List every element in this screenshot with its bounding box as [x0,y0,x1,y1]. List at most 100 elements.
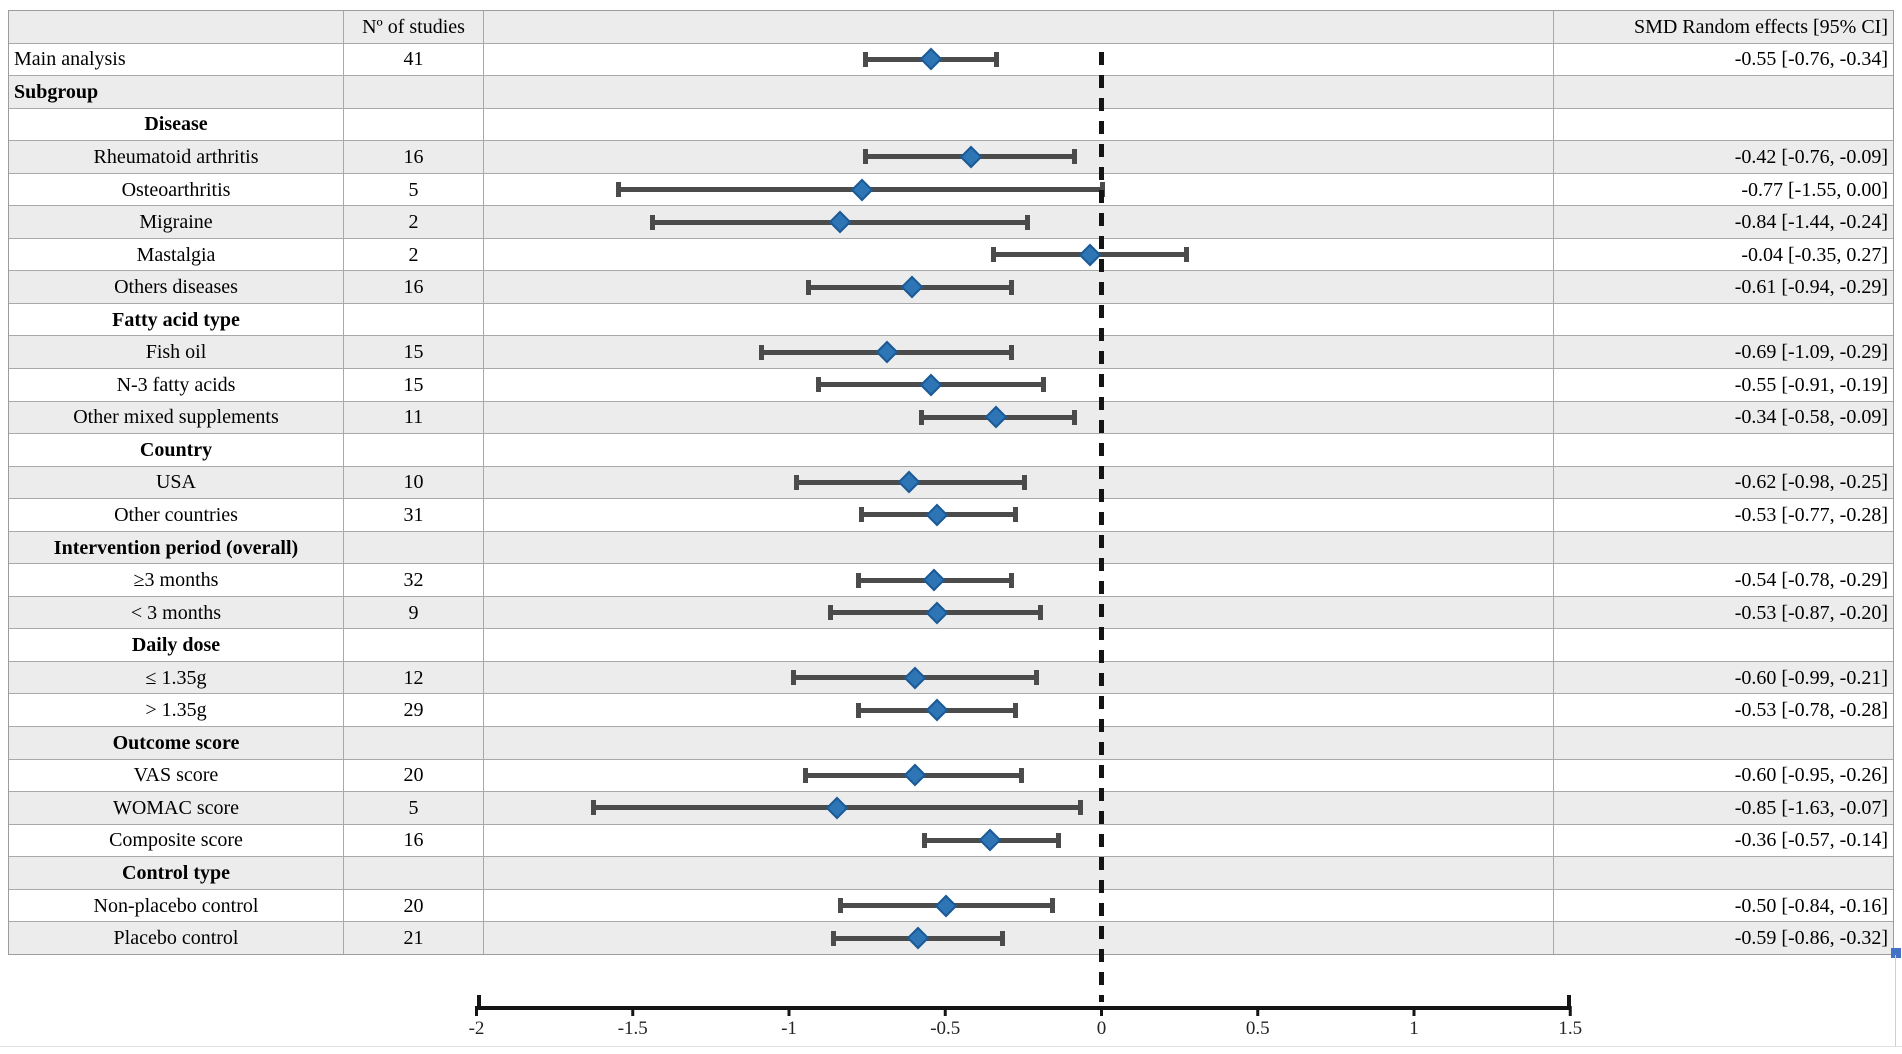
row-plot-cell [484,759,1554,792]
row-smd-value: -0.69 [-1.09, -0.29] [1734,341,1888,364]
ci-cap-right [1040,377,1046,393]
ci-cap-left [759,344,765,360]
ci-cap-left [790,670,796,686]
row-plot-cell [484,596,1554,629]
header-label-col [9,11,344,43]
row-plot-cell [484,857,1554,889]
point-estimate-diamond [1078,243,1102,266]
row-plot-cell [484,43,1554,76]
row-smd-value: -0.34 [-0.58, -0.09] [1734,406,1888,429]
ci-cap-right [993,51,999,67]
ci-cap-right [1071,409,1077,425]
row-plot-cell [484,206,1554,238]
row-smd-value [1554,434,1893,466]
row-label: Fish oil [9,336,344,369]
ci-cap-left [856,572,862,588]
row-label: N-3 fatty acids [9,369,344,401]
x-axis-tick-label: -2 [468,1018,485,1039]
ci-cap-left [990,247,996,263]
row-label: Subgroup [9,76,344,108]
row-label: Control type [9,857,344,889]
row-label: Others diseases [9,271,344,303]
row-label: < 3 months [9,596,344,629]
row-n-studies: 12 [344,661,484,694]
row-plot-cell [484,369,1554,401]
row-plot-cell [484,922,1554,954]
point-estimate-diamond [925,503,949,527]
row-plot-cell [484,76,1554,108]
ci-cap-right [1025,214,1030,230]
table-row: < 3 months 9 -0.53 [-0.87, -0.20] [9,596,1893,630]
table-row: USA 10 -0.62 [-0.98, -0.25] [9,466,1893,500]
table-row: Other countries 31 -0.53 [-0.77, -0.28] [9,499,1893,532]
point-estimate-diamond [903,764,927,787]
ci-cap-right [1056,832,1062,848]
row-n-studies [344,303,484,336]
x-axis-tick-label: 1.5 [1558,1018,1583,1039]
row-plot-cell [484,661,1554,694]
ci-cap-right [1100,182,1105,197]
row-n-studies: 16 [344,141,484,173]
header-studies-col: Nº of studies [344,11,484,43]
row-n-studies: 15 [344,369,484,401]
row-label: Non-placebo control [9,889,344,922]
point-estimate-diamond [922,568,946,592]
table-row: > 1.35g 29 -0.53 [-0.78, -0.28] [9,694,1893,728]
ci-cap-right [1012,702,1018,718]
row-smd-value [1554,304,1893,336]
row-n-studies: 16 [344,824,484,857]
row-n-studies: 29 [344,694,484,727]
row-plot-cell [484,694,1554,727]
x-axis-tick-label: -0.5 [930,1018,961,1039]
row-n-studies: 5 [344,792,484,824]
ci-cap-right [1037,605,1043,621]
figure-bottom-edge [0,1046,1902,1047]
row-smd-value [1554,109,1893,141]
ci-cap-right [1021,474,1027,490]
row-smd-value: -0.50 [-0.84, -0.16] [1734,894,1888,917]
x-axis-tick-label: 0 [1096,1018,1107,1039]
row-label: ≤ 1.35g [9,661,344,694]
ci-cap-right [1034,670,1040,686]
point-estimate-diamond [925,601,949,624]
ci-cap-left [856,702,862,718]
row-n-studies: 20 [344,889,484,922]
x-axis-tick-label: -1.5 [617,1018,648,1039]
point-estimate-diamond [919,373,942,397]
ci-cap-left [793,474,799,490]
forest-table: Nº of studies SMD Random effects [95% CI… [8,10,1894,955]
point-estimate-diamond [850,178,874,201]
row-label: Migraine [9,206,344,238]
ci-cap-left [859,507,865,523]
row-plot-cell [484,824,1554,857]
row-label: Mastalgia [9,238,344,271]
row-smd-value: -0.61 [-0.94, -0.29] [1734,276,1888,299]
table-row: Composite score 16 -0.36 [-0.57, -0.14] [9,824,1893,858]
row-n-studies: 21 [344,922,484,954]
row-n-studies [344,857,484,889]
table-row: Outcome score [9,727,1893,760]
row-n-studies [344,76,484,108]
row-plot-cell [484,336,1554,369]
point-estimate-diamond [906,926,930,950]
row-smd-value: -0.60 [-0.95, -0.26] [1734,764,1888,787]
ci-cap-left [615,182,621,197]
ci-cap-left [831,930,837,946]
row-n-studies [344,629,484,661]
ci-cap-left [590,800,596,816]
row-label: Intervention period (overall) [9,531,344,564]
row-smd-value: -0.77 [-1.55, 0.00] [1741,178,1888,201]
ci-cap-left [862,51,868,67]
x-axis-ticks [475,1006,1572,1016]
ci-cap-left [862,149,868,165]
row-smd-value: -0.53 [-0.77, -0.28] [1734,503,1888,526]
ci-cap-right [1009,279,1015,295]
selection-handle[interactable] [1891,948,1901,958]
row-smd-value [1554,629,1893,661]
point-estimate-diamond [978,829,1002,852]
table-row: VAS score 20 -0.60 [-0.95, -0.26] [9,759,1893,793]
row-label: Daily dose [9,629,344,661]
figure-right-edge [1895,955,1896,1046]
row-label: Main analysis [9,43,344,76]
